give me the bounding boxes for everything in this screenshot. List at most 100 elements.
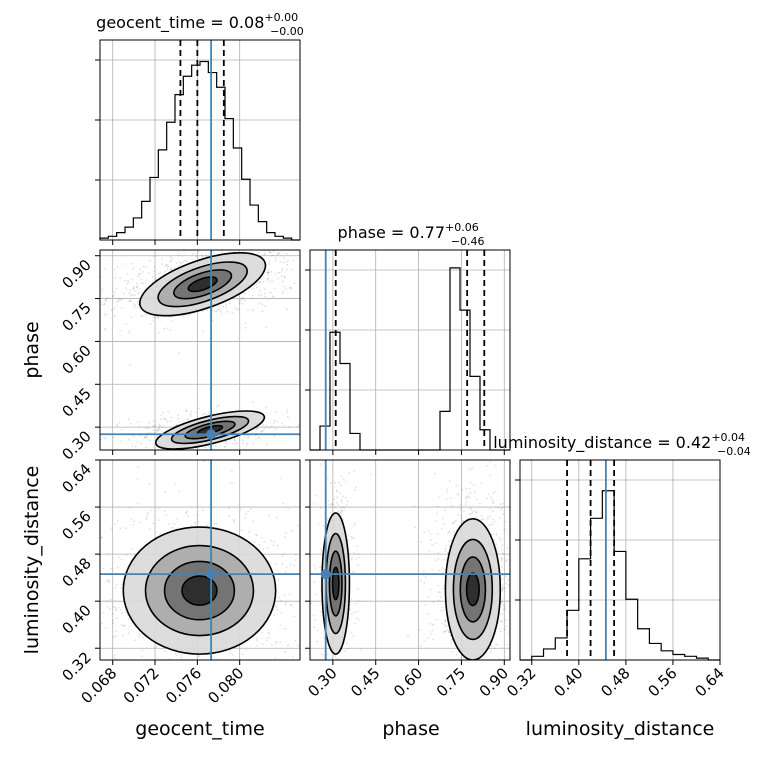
sample-point <box>340 690 342 692</box>
sample-point <box>112 295 115 298</box>
sample-point <box>186 417 189 420</box>
sample-point <box>102 612 105 614</box>
sample-point <box>353 570 356 573</box>
sample-point <box>268 514 270 517</box>
contour-0-1 <box>144 544 255 637</box>
sample-point <box>115 287 118 290</box>
sample-point <box>469 675 471 677</box>
sample-point <box>212 251 215 253</box>
sample-point <box>277 271 280 274</box>
contour-1-0 <box>154 410 266 450</box>
sample-point <box>344 650 347 653</box>
sample-point <box>242 292 245 295</box>
sample-point <box>502 603 505 606</box>
sample-point <box>133 303 136 306</box>
sample-point <box>429 588 432 591</box>
sample-point <box>112 295 115 297</box>
sample-point <box>286 269 288 271</box>
sample-point <box>251 294 254 297</box>
sample-point <box>166 670 168 672</box>
sample-point <box>440 609 442 612</box>
sample-point <box>246 442 249 445</box>
sample-point <box>143 435 146 438</box>
sample-point <box>155 429 158 432</box>
sample-point <box>440 596 442 598</box>
sample-point <box>280 275 283 278</box>
sample-point <box>119 527 122 530</box>
sample-point <box>479 456 481 458</box>
sample-point <box>105 580 108 582</box>
sample-point <box>165 419 167 421</box>
sample-point <box>258 281 261 283</box>
sample-point <box>483 673 485 675</box>
sample-point <box>166 327 169 330</box>
sample-point <box>297 244 299 246</box>
sample-point <box>449 480 452 483</box>
sample-point <box>164 418 167 420</box>
sample-point <box>480 675 482 677</box>
sample-point <box>146 514 149 516</box>
sample-point <box>170 268 173 271</box>
sample-point <box>444 550 447 553</box>
sample-point <box>95 564 97 566</box>
sample-point <box>147 512 149 514</box>
sample-point <box>105 313 107 315</box>
sample-point <box>444 618 447 621</box>
sample-point <box>216 404 219 406</box>
sample-point <box>465 487 467 490</box>
sample-point <box>261 303 263 305</box>
sample-point <box>177 254 180 257</box>
sample-point <box>305 668 307 670</box>
sample-point <box>274 428 277 430</box>
sample-point <box>167 265 170 268</box>
sample-point <box>486 497 488 500</box>
sample-point <box>173 523 176 525</box>
sample-point <box>258 544 261 547</box>
sample-point <box>499 692 501 694</box>
sample-point <box>448 631 451 634</box>
sample-point <box>132 287 135 290</box>
sample-point <box>466 455 468 457</box>
sample-point <box>201 256 204 258</box>
sample-point <box>170 267 172 270</box>
sample-point <box>113 656 116 659</box>
sample-point <box>269 709 271 711</box>
sample-point <box>54 668 56 670</box>
sample-point <box>305 279 307 281</box>
sample-point <box>137 466 140 468</box>
sample-point <box>426 712 428 714</box>
sample-point <box>465 746 467 748</box>
sample-point <box>180 653 183 656</box>
sample-point <box>449 497 452 500</box>
sample-point <box>465 496 468 498</box>
sample-point <box>282 257 285 259</box>
sample-point <box>284 650 286 653</box>
sample-point <box>166 421 169 423</box>
sample-point <box>105 297 108 300</box>
sample-point <box>109 608 111 610</box>
sample-point <box>443 584 445 587</box>
sample-point <box>501 586 504 589</box>
sample-point <box>261 631 263 634</box>
sample-point <box>320 506 322 509</box>
sample-point <box>313 614 315 617</box>
sample-point <box>423 570 425 573</box>
sample-point <box>165 514 168 516</box>
sample-point <box>156 429 159 432</box>
sample-point <box>274 657 277 660</box>
sample-point <box>469 686 471 688</box>
truth-point <box>206 569 217 580</box>
sample-point <box>265 406 268 409</box>
sample-point <box>123 292 125 295</box>
sample-point <box>185 409 188 412</box>
sample-point <box>103 302 106 305</box>
sample-point <box>437 662 439 664</box>
sample-point <box>338 680 340 682</box>
sample-point <box>201 667 203 669</box>
sample-point <box>496 644 499 647</box>
sample-point <box>229 481 232 484</box>
sample-point <box>283 594 286 597</box>
sample-point <box>202 330 204 332</box>
sample-point <box>482 518 485 520</box>
